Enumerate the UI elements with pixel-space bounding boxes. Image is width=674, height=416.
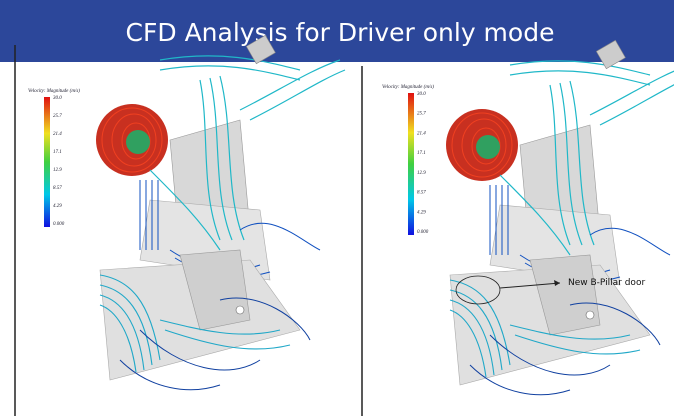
legend-tick: 17.1 [417,151,426,156]
legend-tick: 8.57 [53,186,62,191]
annotation: New B-Pillar door [568,278,645,288]
legend-tick: 8.57 [417,191,426,196]
color-bar [408,93,414,235]
slide: CFD Analysis for Driver only mode New B-… [0,0,674,416]
legend-title: Velocity: Magnitude (m/s) [382,85,434,90]
color-bar [44,97,50,227]
legend-tick: 30.0 [417,92,426,97]
legend-tick: 25.7 [417,112,426,117]
legend-tick: 4.29 [53,204,62,209]
legend-tick: 12.9 [417,171,426,176]
legend-tick: 0.000 [53,222,65,227]
legend-tick: 4.29 [417,210,426,215]
legend-tick: 25.7 [53,114,62,119]
legend-tick: 30.0 [53,96,62,101]
cfd-image-right [446,40,674,394]
legend-tick: 21.4 [53,132,62,137]
slide-title: CFD Analysis for Driver only mode [126,18,555,47]
legend-tick: 12.9 [53,168,62,173]
legend-tick: 21.4 [417,131,426,136]
legend-tick: 0.000 [417,230,429,235]
cfd-image-left [96,35,345,389]
legend-tick: 17.1 [53,150,62,155]
legend-title: Velocity: Magnitude (m/s) [28,89,80,94]
